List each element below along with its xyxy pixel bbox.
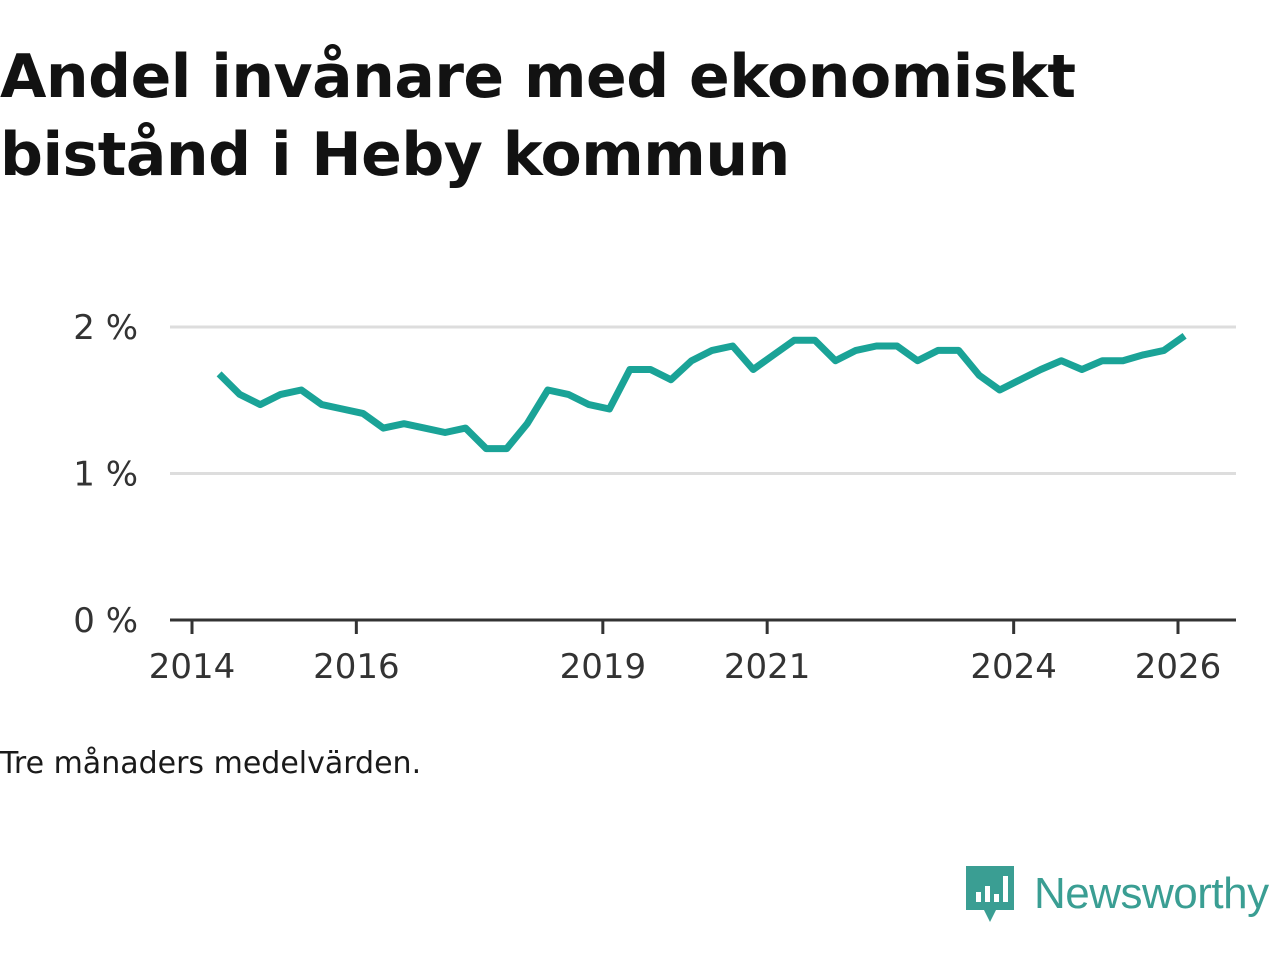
y-tick-label: 2 % <box>73 308 138 348</box>
gridlines <box>170 325 1236 475</box>
y-axis-labels: 0 % 1 % 2 % <box>73 308 138 641</box>
x-tick-label: 2024 <box>970 647 1057 687</box>
brand-name: Newsworthy <box>1034 869 1269 918</box>
chart-note: Tre månaders medelvärden. <box>0 746 422 781</box>
y-tick-label: 1 % <box>73 455 138 495</box>
line-chart: 0 % 1 % 2 % 2014 2016 2019 2021 2024 2026 <box>73 308 1236 687</box>
brand: Newsworthy <box>964 864 1269 924</box>
x-tick-label: 2026 <box>1135 647 1222 687</box>
y-tick-label: 0 % <box>73 601 138 641</box>
x-tick-label: 2021 <box>724 647 811 687</box>
x-tick-label: 2016 <box>313 647 400 687</box>
series-layer <box>216 332 1187 453</box>
chart-title: Andel invånare med ekonomiskt bistånd i … <box>0 42 1076 190</box>
x-axis: 2014 2016 2019 2021 2024 2026 <box>149 618 1236 687</box>
series-line <box>216 332 1187 453</box>
newsworthy-logo-icon <box>966 866 1014 922</box>
x-tick-label: 2019 <box>560 647 647 687</box>
x-tick-label: 2014 <box>149 647 236 687</box>
